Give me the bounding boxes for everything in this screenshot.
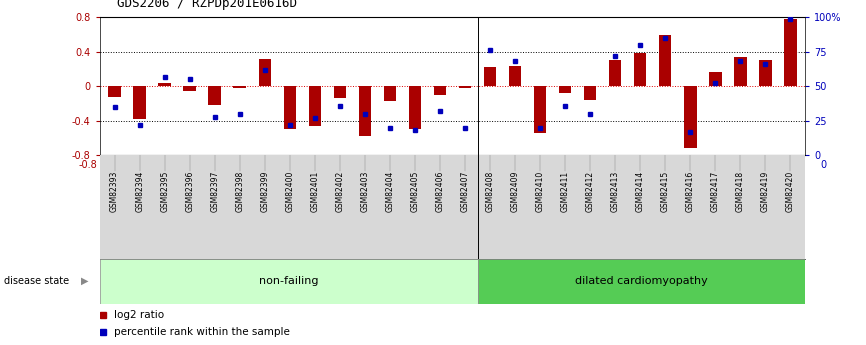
Bar — [283, 86, 296, 129]
Text: GSM82419: GSM82419 — [761, 171, 770, 212]
Bar — [100, 259, 478, 304]
Text: GSM82400: GSM82400 — [285, 171, 294, 212]
Bar — [533, 86, 546, 133]
Bar — [509, 66, 521, 86]
Text: GSM82396: GSM82396 — [185, 171, 194, 212]
Bar — [409, 86, 421, 129]
Text: GSM82397: GSM82397 — [210, 171, 219, 212]
Text: GSM82404: GSM82404 — [385, 171, 394, 212]
Text: GSM82395: GSM82395 — [160, 171, 169, 212]
Text: GSM82401: GSM82401 — [310, 171, 320, 212]
Bar — [634, 53, 646, 86]
Bar — [308, 86, 321, 126]
Text: GSM82405: GSM82405 — [410, 171, 419, 212]
Text: non-failing: non-failing — [259, 276, 319, 286]
Bar — [709, 72, 721, 86]
Text: GSM82393: GSM82393 — [110, 171, 120, 212]
Bar — [333, 86, 346, 98]
Bar — [259, 59, 271, 86]
Bar — [133, 86, 145, 119]
Text: GSM82408: GSM82408 — [486, 171, 494, 212]
Text: GSM82418: GSM82418 — [736, 171, 745, 212]
Text: -0.8: -0.8 — [78, 160, 97, 170]
Bar — [459, 86, 471, 88]
Text: GSM82403: GSM82403 — [360, 171, 370, 212]
Bar — [584, 86, 597, 100]
Text: GSM82411: GSM82411 — [560, 171, 570, 212]
Text: GSM82402: GSM82402 — [335, 171, 345, 212]
Bar — [234, 86, 246, 88]
Text: GSM82394: GSM82394 — [135, 171, 144, 212]
Bar — [434, 86, 446, 95]
Bar — [158, 83, 171, 86]
Text: dilated cardiomyopathy: dilated cardiomyopathy — [575, 276, 708, 286]
Text: GSM82409: GSM82409 — [511, 171, 520, 212]
Text: percentile rank within the sample: percentile rank within the sample — [113, 327, 289, 337]
Text: GSM82399: GSM82399 — [261, 171, 269, 212]
Bar — [108, 86, 121, 97]
Text: GSM82412: GSM82412 — [585, 171, 595, 212]
Bar — [484, 67, 496, 86]
Text: ▶: ▶ — [81, 276, 89, 286]
Text: log2 ratio: log2 ratio — [113, 310, 164, 320]
Bar — [659, 34, 671, 86]
Text: GSM82416: GSM82416 — [686, 171, 695, 212]
Bar — [684, 86, 696, 148]
Text: GSM82420: GSM82420 — [785, 171, 795, 212]
Text: GSM82413: GSM82413 — [611, 171, 620, 212]
Bar — [359, 86, 372, 136]
Text: GSM82407: GSM82407 — [461, 171, 469, 212]
Bar — [734, 57, 746, 86]
Text: disease state: disease state — [4, 276, 69, 286]
Bar — [384, 86, 396, 101]
Text: GDS2206 / RZPDp201E0616D: GDS2206 / RZPDp201E0616D — [117, 0, 297, 10]
Text: GSM82417: GSM82417 — [711, 171, 720, 212]
Bar — [478, 259, 805, 304]
Text: GSM82410: GSM82410 — [535, 171, 545, 212]
Bar — [559, 86, 572, 93]
Bar — [209, 86, 221, 105]
Bar — [184, 86, 196, 90]
Bar — [759, 60, 772, 86]
Text: GSM82415: GSM82415 — [661, 171, 669, 212]
Text: GSM82414: GSM82414 — [636, 171, 644, 212]
Text: 0: 0 — [820, 160, 826, 170]
Text: GSM82406: GSM82406 — [436, 171, 444, 212]
Bar — [609, 60, 622, 86]
Bar — [784, 19, 797, 86]
Text: GSM82398: GSM82398 — [236, 171, 244, 212]
